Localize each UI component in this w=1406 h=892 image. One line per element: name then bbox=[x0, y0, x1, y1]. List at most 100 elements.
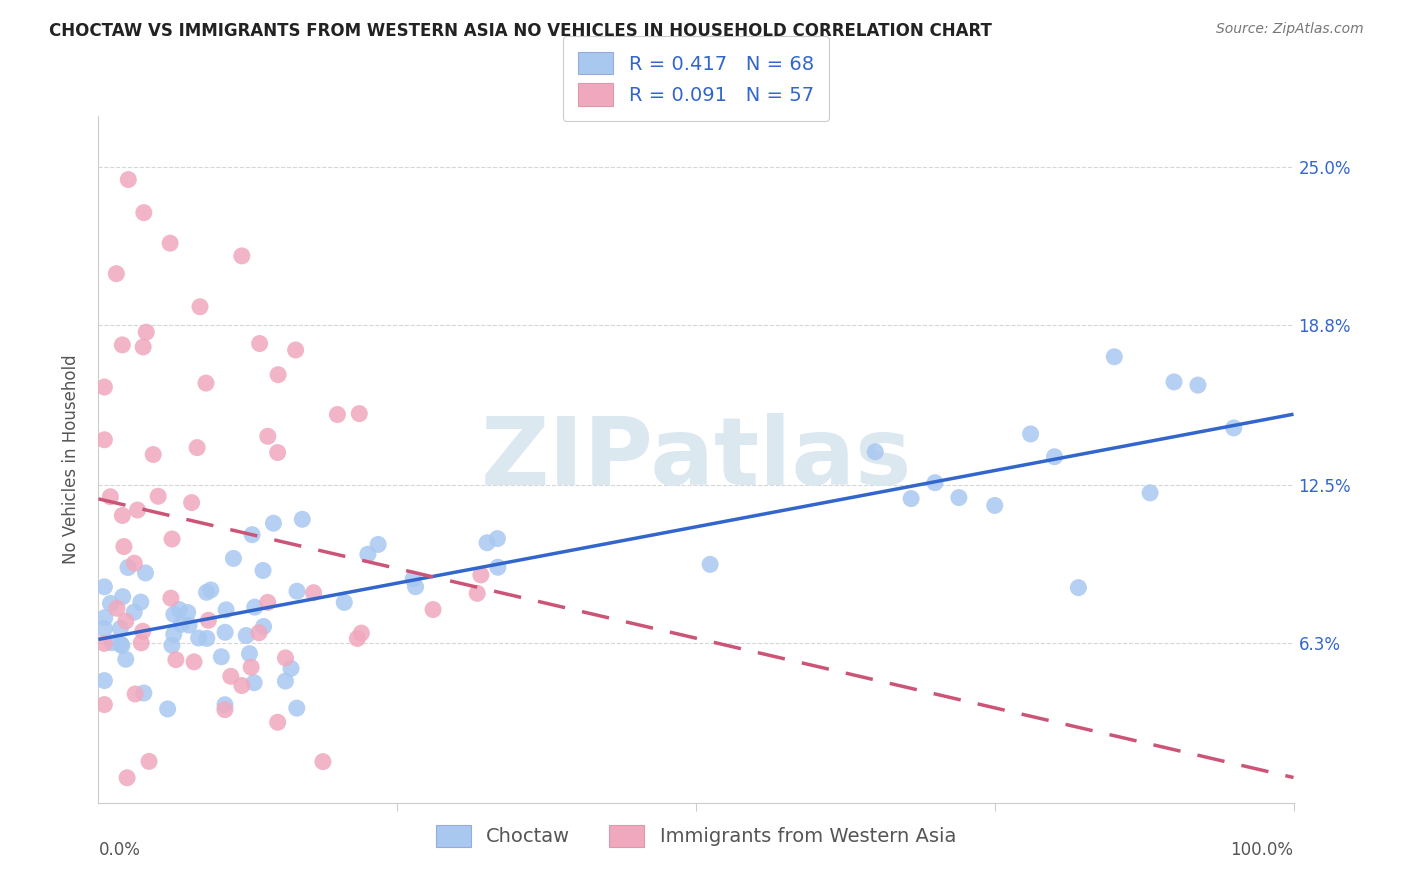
Point bbox=[346, 632, 368, 646]
Point bbox=[215, 603, 238, 617]
Point bbox=[135, 325, 157, 339]
Point bbox=[312, 755, 335, 769]
Text: Source: ZipAtlas.com: Source: ZipAtlas.com bbox=[1216, 22, 1364, 37]
Point bbox=[93, 433, 115, 447]
Point bbox=[405, 580, 427, 594]
Point bbox=[214, 625, 236, 640]
Point bbox=[197, 613, 219, 627]
Point bbox=[475, 535, 498, 549]
Point bbox=[249, 336, 271, 351]
Point bbox=[93, 636, 115, 650]
Point bbox=[200, 582, 222, 597]
Point bbox=[266, 445, 288, 459]
Point bbox=[124, 556, 146, 570]
Point bbox=[326, 408, 349, 422]
Point bbox=[98, 490, 122, 504]
Point bbox=[222, 551, 245, 566]
Point bbox=[195, 632, 218, 646]
Point bbox=[1223, 421, 1246, 435]
Point bbox=[1019, 426, 1042, 441]
Point bbox=[188, 300, 211, 314]
Point bbox=[142, 448, 165, 462]
Point bbox=[129, 636, 152, 650]
Point bbox=[169, 602, 191, 616]
Point bbox=[111, 590, 134, 604]
Point bbox=[291, 512, 314, 526]
Point bbox=[900, 491, 922, 506]
Point bbox=[243, 600, 266, 615]
Point bbox=[101, 636, 124, 650]
Point bbox=[129, 595, 152, 609]
Point bbox=[1067, 581, 1090, 595]
Point bbox=[105, 601, 128, 615]
Point bbox=[124, 687, 146, 701]
Point bbox=[117, 560, 139, 574]
Point bbox=[357, 547, 380, 561]
Point bbox=[247, 625, 270, 640]
Point bbox=[465, 586, 488, 600]
Point bbox=[252, 619, 274, 633]
Point bbox=[134, 566, 156, 580]
Point bbox=[699, 558, 721, 572]
Point bbox=[94, 610, 117, 624]
Point bbox=[402, 572, 425, 586]
Point bbox=[865, 444, 887, 458]
Point bbox=[111, 338, 134, 352]
Point bbox=[170, 617, 193, 632]
Point bbox=[274, 651, 297, 665]
Point bbox=[111, 508, 134, 523]
Point bbox=[177, 606, 200, 620]
Point bbox=[111, 639, 134, 653]
Text: CHOCTAW VS IMMIGRANTS FROM WESTERN ASIA NO VEHICLES IN HOUSEHOLD CORRELATION CHA: CHOCTAW VS IMMIGRANTS FROM WESTERN ASIA … bbox=[49, 22, 993, 40]
Point bbox=[256, 595, 278, 609]
Point bbox=[114, 652, 136, 666]
Y-axis label: No Vehicles in Household: No Vehicles in Household bbox=[62, 354, 80, 565]
Point bbox=[132, 205, 155, 219]
Point bbox=[93, 673, 115, 688]
Point bbox=[132, 686, 155, 700]
Point bbox=[422, 602, 444, 616]
Text: ZIPatlas: ZIPatlas bbox=[481, 413, 911, 506]
Point bbox=[132, 340, 155, 354]
Point bbox=[948, 491, 970, 505]
Point bbox=[110, 622, 132, 636]
Point bbox=[186, 441, 208, 455]
Point bbox=[183, 655, 205, 669]
Point bbox=[127, 503, 149, 517]
Point bbox=[924, 475, 946, 490]
Point bbox=[160, 638, 183, 652]
Point bbox=[243, 675, 266, 690]
Legend: Choctaw, Immigrants from Western Asia: Choctaw, Immigrants from Western Asia bbox=[427, 817, 965, 855]
Point bbox=[132, 624, 155, 639]
Point bbox=[110, 637, 132, 651]
Point bbox=[195, 376, 218, 390]
Point bbox=[105, 267, 128, 281]
Point bbox=[235, 628, 257, 642]
Text: 100.0%: 100.0% bbox=[1230, 840, 1294, 859]
Point bbox=[238, 647, 260, 661]
Point bbox=[470, 568, 492, 582]
Point bbox=[115, 771, 138, 785]
Point bbox=[267, 715, 290, 730]
Point bbox=[114, 614, 136, 628]
Point bbox=[122, 605, 145, 619]
Point bbox=[195, 585, 218, 599]
Point bbox=[984, 499, 1007, 513]
Point bbox=[156, 702, 179, 716]
Point bbox=[256, 429, 278, 443]
Point bbox=[231, 249, 253, 263]
Point bbox=[252, 564, 274, 578]
Point bbox=[117, 172, 139, 186]
Point bbox=[187, 631, 209, 645]
Point bbox=[240, 660, 263, 674]
Point bbox=[267, 368, 290, 382]
Point bbox=[160, 591, 183, 606]
Text: 0.0%: 0.0% bbox=[98, 840, 141, 859]
Point bbox=[333, 595, 356, 609]
Point bbox=[138, 755, 160, 769]
Point bbox=[163, 627, 186, 641]
Point bbox=[486, 560, 509, 574]
Point bbox=[209, 649, 232, 664]
Point bbox=[100, 596, 122, 610]
Point bbox=[231, 679, 253, 693]
